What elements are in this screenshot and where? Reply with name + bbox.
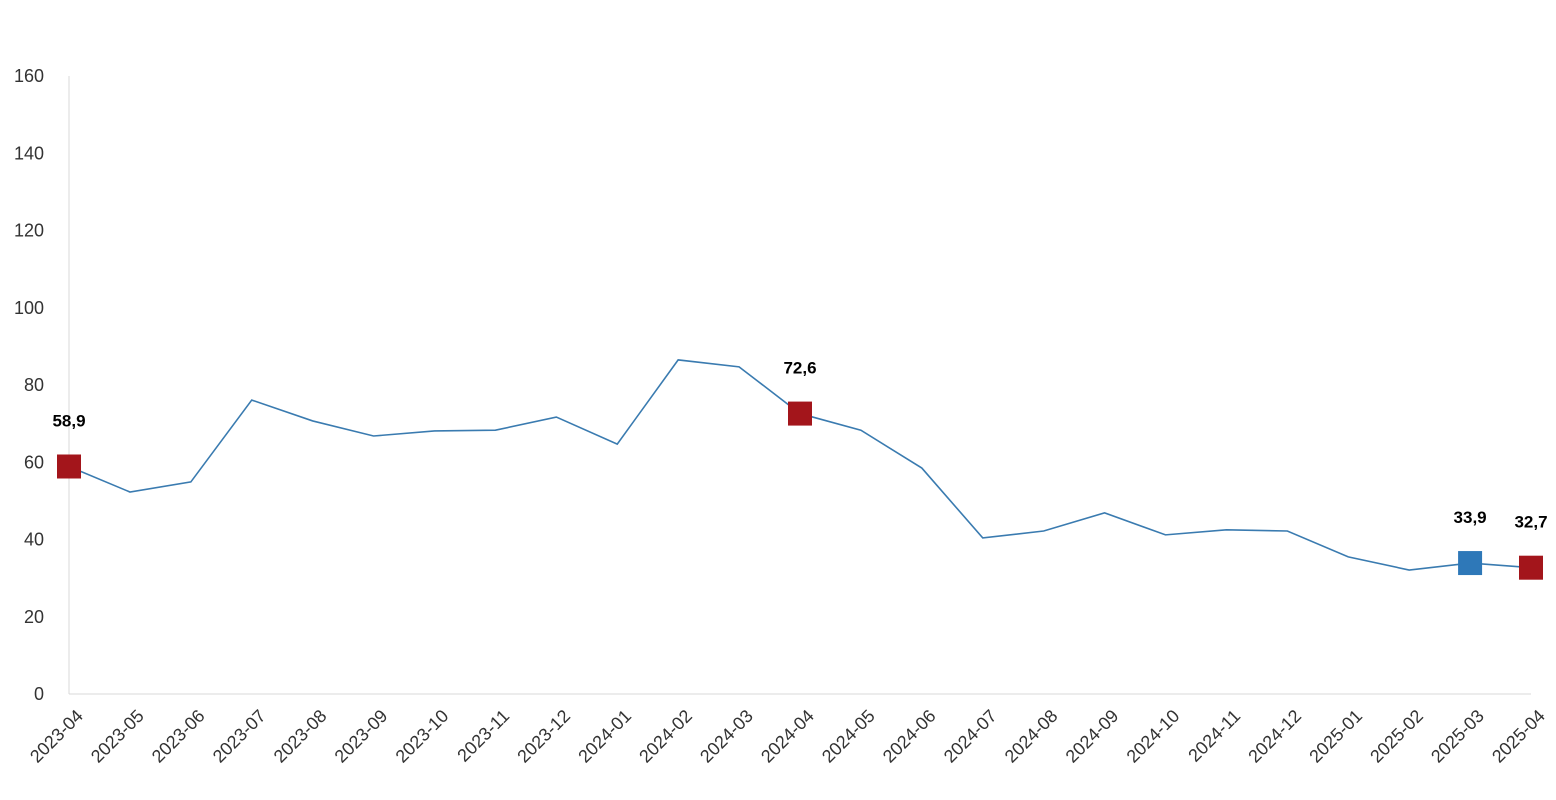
x-tick-label: 2024-02: [635, 706, 696, 767]
data-line: [68, 359, 1532, 571]
x-tick-label: 2024-12: [1244, 706, 1305, 767]
x-tick-label: 2024-09: [1062, 706, 1123, 767]
x-tick-label: 2023-07: [209, 706, 270, 767]
x-tick-label: 2023-09: [331, 706, 392, 767]
point-marker: [1519, 555, 1543, 580]
y-tick-label: 160: [14, 66, 44, 86]
y-tick-label: 80: [24, 375, 44, 395]
x-tick-label: 2024-11: [1184, 706, 1244, 766]
x-tick-label: 2024-07: [940, 706, 1001, 767]
value-label: 33,9: [1454, 508, 1487, 527]
y-tick-label: 100: [14, 298, 44, 318]
x-tick-label: 2025-04: [1488, 706, 1549, 767]
x-tick-label: 2025-01: [1305, 706, 1366, 767]
point-marker: [57, 454, 81, 479]
y-tick-label: 40: [24, 530, 44, 550]
x-tick-label: 2023-12: [513, 706, 574, 767]
x-tick-label: 2023-06: [148, 706, 209, 767]
x-tick-label: 2023-08: [270, 706, 331, 767]
x-tick-label: 2024-04: [757, 706, 818, 767]
y-tick-label: 120: [14, 221, 44, 241]
y-tick-label: 0: [34, 684, 44, 704]
x-tick-label: 2025-02: [1366, 706, 1427, 767]
y-tick-label: 140: [14, 143, 44, 163]
x-tick-label: 2023-10: [392, 706, 453, 767]
y-tick-label: 60: [24, 452, 44, 472]
x-tick-label: 2024-10: [1123, 706, 1184, 767]
x-tick-label: 2025-03: [1427, 706, 1488, 767]
value-label: 72,6: [783, 359, 816, 378]
x-tick-label: 2024-03: [696, 706, 757, 767]
x-tick-label: 2024-06: [879, 706, 940, 767]
point-marker: [788, 401, 812, 426]
x-tick-label: 2023-05: [87, 706, 148, 767]
x-tick-label: 2024-01: [574, 706, 635, 767]
y-tick-label: 20: [24, 607, 44, 627]
value-label: 32,7: [1514, 513, 1547, 532]
value-label: 58,9: [52, 411, 85, 430]
x-tick-label: 2023-04: [26, 706, 87, 767]
x-tick-label: 2024-08: [1001, 706, 1062, 767]
point-marker: [1458, 551, 1483, 576]
x-tick-label: 2024-05: [818, 706, 879, 767]
x-tick-label: 2023-11: [453, 706, 513, 766]
